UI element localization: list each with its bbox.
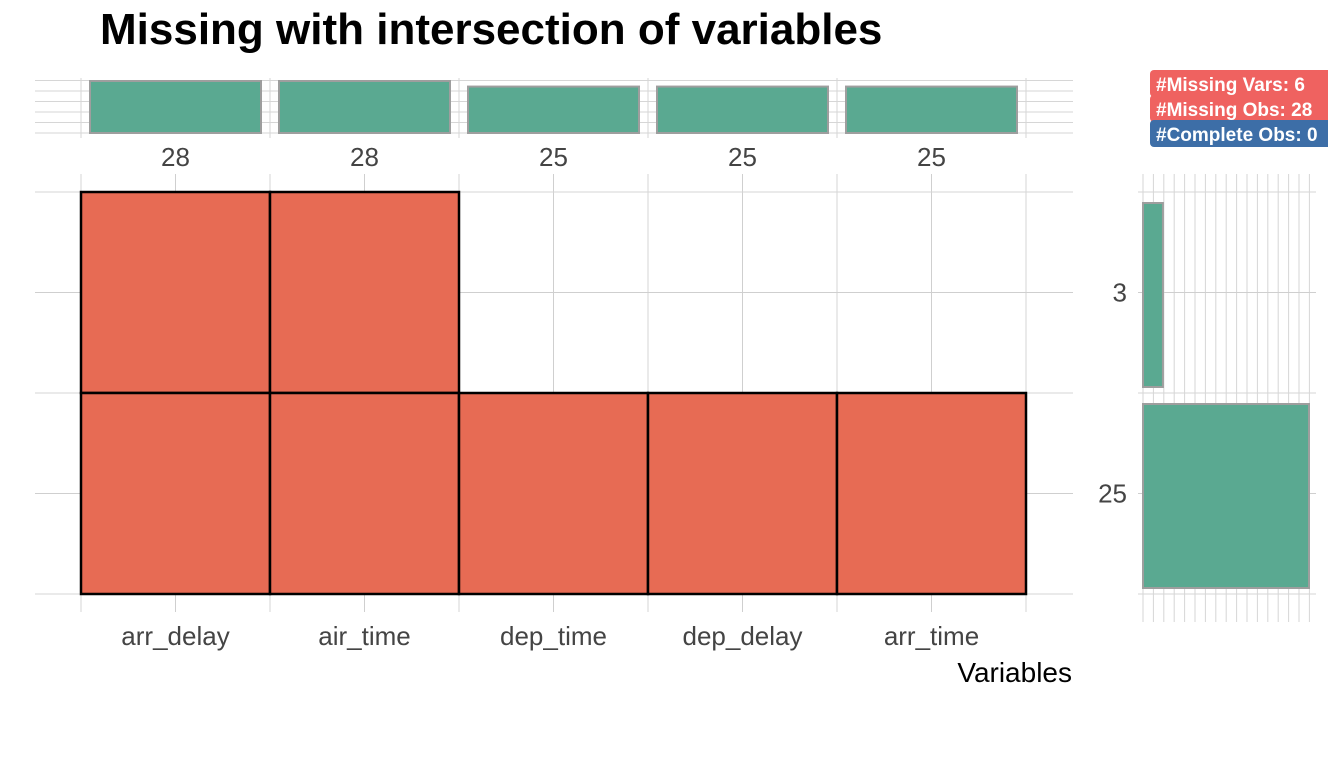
missing-obs-badge [1150, 95, 1328, 122]
intersection-count-bar-1 [1142, 403, 1310, 589]
variable-count-bars [89, 80, 1018, 134]
missing-tile-arr_time [835, 391, 1028, 596]
missing-tile-arr_delay [79, 190, 272, 395]
summary-badges: #Missing Vars: 6 #Missing Obs: 28 #Complet… [1150, 70, 1328, 147]
missing-tile-dep_time [457, 391, 650, 596]
missing-tiles [79, 190, 1028, 596]
missing-tile-dep_delay [646, 391, 839, 596]
x-axis-title: Variables [957, 657, 1072, 688]
variable-count-label-dep_delay: 25 [728, 142, 757, 172]
intersection-count-bar-0 [1142, 202, 1164, 388]
x-tick-label-dep_delay: dep_delay [683, 621, 803, 651]
intersection-count-label-0: 3 [1113, 278, 1127, 308]
missing-tile-air_time [268, 190, 461, 395]
variable-count-bar-dep_delay [656, 85, 829, 134]
missing-obs-badge-text: #Missing Obs: 28 [1156, 100, 1312, 121]
variable-count-labels: 28 28 25 25 25 [161, 142, 946, 172]
x-tick-label-dep_time: dep_time [500, 621, 607, 651]
variable-count-label-air_time: 28 [350, 142, 379, 172]
x-tick-label-arr_delay: arr_delay [121, 621, 229, 651]
intersection-count-labels: 3 25 [1098, 278, 1127, 509]
intersection-count-label-1: 25 [1098, 479, 1127, 509]
x-tick-label-arr_time: arr_time [884, 621, 979, 651]
variable-count-label-arr_time: 25 [917, 142, 946, 172]
missing-tile-arr_delay [79, 391, 272, 596]
missing-tile-air_time [268, 391, 461, 596]
variable-count-bar-arr_delay [89, 80, 262, 134]
variable-count-bar-dep_time [467, 85, 640, 134]
variable-count-label-dep_time: 25 [539, 142, 568, 172]
x-axis-tick-labels: arr_delay air_time dep_time dep_delay arr_ti… [121, 621, 979, 651]
intersection-count-bars [1142, 202, 1310, 589]
missing-vars-badge [1150, 70, 1328, 97]
x-tick-label-air_time: air_time [318, 621, 410, 651]
complete-obs-badge [1150, 120, 1328, 147]
variable-count-label-arr_delay: 28 [161, 142, 190, 172]
variable-count-bar-arr_time [845, 85, 1018, 134]
variable-count-bar-air_time [278, 80, 451, 134]
missing-vars-badge-text: #Missing Vars: 6 [1156, 75, 1305, 96]
chart-title: Missing with intersection of variables [100, 5, 882, 54]
complete-obs-badge-text: #Complete Obs: 0 [1156, 125, 1318, 146]
